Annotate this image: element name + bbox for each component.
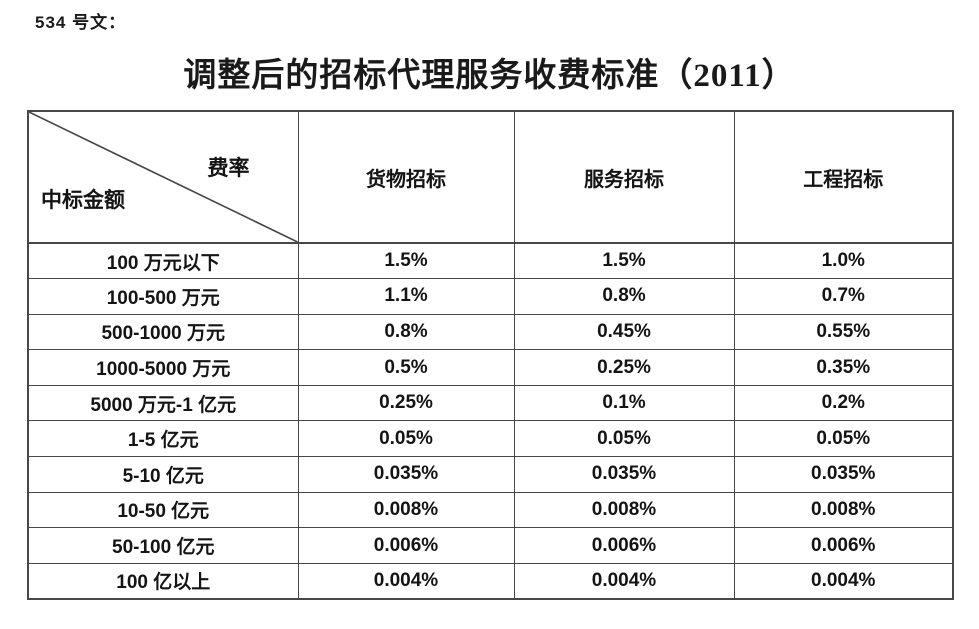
table-row: 100 万元以下 1.5% 1.5% 1.0% [27, 242, 954, 280]
table-row: 1-5 亿元 0.05% 0.05% 0.05% [27, 420, 954, 458]
rate-cell: 0.006% [297, 527, 515, 564]
rate-cell: 0.2% [733, 384, 954, 422]
rate-cell: 1.5% [297, 242, 515, 280]
rate-cell: 0.55% [733, 313, 954, 351]
amount-cell: 1000-5000 万元 [27, 349, 299, 386]
rate-cell: 0.05% [513, 420, 735, 458]
rate-cell: 1.1% [297, 278, 515, 315]
amount-cell: 1-5 亿元 [27, 420, 299, 458]
rate-cell: 0.7% [733, 278, 954, 315]
corner-header-cell: 费率 中标金额 [27, 110, 299, 244]
amount-cell: 5000 万元-1 亿元 [27, 384, 299, 422]
rate-cell: 0.006% [733, 527, 954, 564]
table-row: 1000-5000 万元 0.5% 0.25% 0.35% [27, 349, 954, 386]
table-row: 5-10 亿元 0.035% 0.035% 0.035% [27, 456, 954, 493]
table-row: 500-1000 万元 0.8% 0.45% 0.55% [27, 313, 954, 351]
doc-number-label: 534 号文： [35, 13, 127, 32]
amount-cell: 100 亿以上 [27, 562, 299, 600]
corner-label-rate: 费率 [207, 156, 250, 180]
rate-cell: 0.008% [513, 491, 735, 529]
rate-cell: 0.006% [513, 527, 735, 564]
rate-cell: 0.004% [733, 562, 954, 600]
amount-cell: 500-1000 万元 [27, 313, 299, 351]
amount-cell: 50-100 亿元 [27, 527, 299, 564]
diagonal-divider-line [29, 112, 298, 242]
rate-cell: 0.5% [297, 349, 515, 386]
column-header-goods-bidding: 货物招标 [297, 110, 515, 244]
rate-cell: 0.05% [733, 420, 954, 458]
table-row: 10-50 亿元 0.008% 0.008% 0.008% [27, 491, 954, 529]
page-title: 调整后的招标代理服务收费标准（2011） [183, 58, 796, 94]
rate-cell: 0.008% [733, 491, 954, 529]
rate-cell: 0.25% [297, 384, 515, 422]
rate-cell: 0.1% [513, 384, 735, 422]
amount-cell: 5-10 亿元 [27, 456, 299, 493]
rate-cell: 0.8% [513, 278, 735, 315]
rate-cell: 0.035% [733, 456, 954, 493]
table-row: 100-500 万元 1.1% 0.8% 0.7% [27, 278, 954, 315]
rate-cell: 0.035% [513, 456, 735, 493]
table-row: 50-100 亿元 0.006% 0.006% 0.006% [27, 527, 954, 564]
rate-cell: 0.35% [733, 349, 954, 386]
amount-cell: 100 万元以下 [27, 242, 299, 280]
rate-cell: 0.004% [297, 562, 515, 600]
corner-label-amount: 中标金额 [41, 188, 125, 212]
table-row: 5000 万元-1 亿元 0.25% 0.1% 0.2% [27, 384, 954, 422]
rate-cell: 0.008% [297, 491, 515, 529]
table-row: 100 亿以上 0.004% 0.004% 0.004% [27, 562, 954, 600]
column-header-engineering-bidding: 工程招标 [733, 110, 954, 244]
rate-cell: 0.8% [297, 313, 515, 351]
rate-cell: 1.0% [733, 242, 954, 280]
amount-cell: 10-50 亿元 [27, 491, 299, 529]
rate-cell: 0.25% [513, 349, 735, 386]
column-header-service-bidding: 服务招标 [513, 110, 735, 244]
header-row: 费率 中标金额 货物招标 服务招标 工程招标 [27, 110, 954, 244]
rate-cell: 0.45% [513, 313, 735, 351]
amount-cell: 100-500 万元 [27, 278, 299, 315]
fee-table: 费率 中标金额 货物招标 服务招标 工程招标 100 万元以下 1.5% 1.5% 1… [27, 110, 954, 600]
rate-cell: 0.004% [513, 562, 735, 600]
rate-cell: 0.035% [297, 456, 515, 493]
rate-cell: 1.5% [513, 242, 735, 280]
table-body: 100 万元以下 1.5% 1.5% 1.0% 100-500 万元 1.1% 0.8% 0.… [27, 242, 954, 600]
rate-cell: 0.05% [297, 420, 515, 458]
